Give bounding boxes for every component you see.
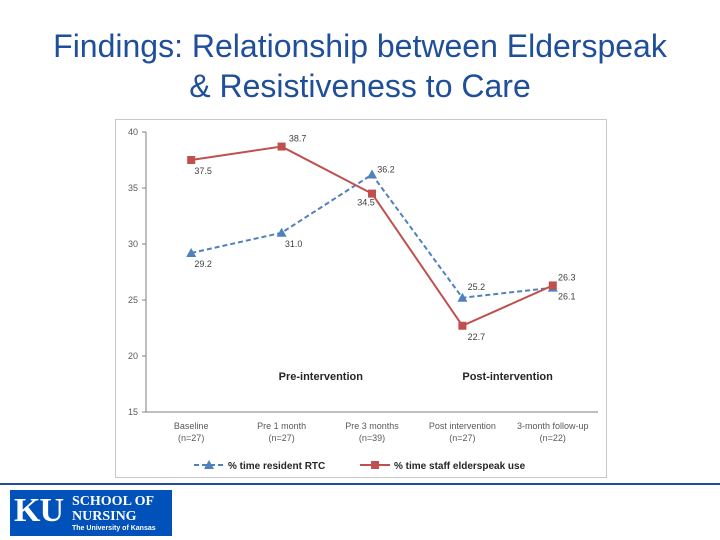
data-point-triangle — [186, 247, 197, 257]
y-tick-label: 25 — [128, 295, 138, 305]
x-tick-sample-size: (n=27) — [178, 433, 204, 443]
logo-ku-mark: KU — [14, 492, 64, 529]
chart-frame: 15 20 25 30 35 40 Baseline (n=27) Pre 1 month (n=… — [115, 119, 607, 478]
data-label: 36.2 — [377, 165, 395, 175]
data-point-triangle — [457, 292, 468, 302]
legend-label-elderspeak: % time staff elderspeak use — [394, 461, 526, 472]
data-point-triangle — [367, 169, 377, 179]
x-tick-label: Pre 3 months — [345, 421, 399, 431]
data-point-square — [548, 281, 557, 290]
x-tick-label: Baseline — [174, 421, 209, 431]
logo-school-of: SCHOOL OF — [72, 494, 155, 509]
y-tick-label: 35 — [128, 183, 138, 193]
data-label: 29.2 — [194, 259, 212, 269]
slide-title: Findings: Relationship between Elderspea… — [0, 26, 720, 106]
annotation-pre-intervention: Pre-intervention — [279, 371, 364, 383]
y-tick-label: 40 — [128, 127, 138, 137]
data-label: 38.7 — [289, 134, 307, 144]
data-point-triangle — [276, 227, 287, 237]
line-chart: 15 20 25 30 35 40 Baseline (n=27) Pre 1 month (n=… — [128, 127, 598, 472]
data-label: 26.3 — [558, 272, 576, 282]
x-tick-sample-size: (n=22) — [540, 433, 566, 443]
x-tick-sample-size: (n=27) — [268, 433, 294, 443]
x-tick-label: Post intervention — [429, 421, 496, 431]
x-tick-label: Pre 1 month — [257, 421, 306, 431]
data-label: 34.5 — [357, 198, 375, 208]
y-tick-label: 15 — [128, 407, 138, 417]
data-point-square — [368, 189, 376, 198]
footer-divider — [0, 483, 720, 485]
data-point-square — [277, 142, 286, 151]
data-label: 22.7 — [468, 332, 486, 342]
data-point-square — [458, 321, 467, 330]
y-tick-label: 30 — [128, 239, 138, 249]
title-line-2: & Resistiveness to Care — [189, 68, 531, 104]
logo-nursing: NURSING — [72, 509, 137, 524]
data-label: 37.5 — [194, 166, 212, 176]
logo-university: The University of Kansas — [72, 525, 156, 532]
x-tick-label: 3-month follow-up — [517, 421, 589, 431]
legend-marker-square — [371, 461, 379, 469]
annotation-post-intervention: Post-intervention — [462, 371, 553, 383]
data-label: 26.1 — [558, 292, 576, 302]
data-label: 25.2 — [468, 282, 486, 292]
x-tick-sample-size: (n=27) — [449, 433, 475, 443]
data-point-square — [187, 156, 196, 164]
x-tick-sample-size: (n=39) — [359, 433, 385, 443]
y-tick-label: 20 — [128, 351, 138, 361]
title-line-1: Findings: Relationship between Elderspea… — [53, 28, 667, 64]
legend-label-rtc: % time resident RTC — [228, 461, 325, 472]
data-label: 31.0 — [285, 239, 303, 249]
legend-marker-triangle — [204, 460, 214, 469]
ku-nursing-logo: KU SCHOOL OF NURSING The University of K… — [10, 490, 172, 536]
